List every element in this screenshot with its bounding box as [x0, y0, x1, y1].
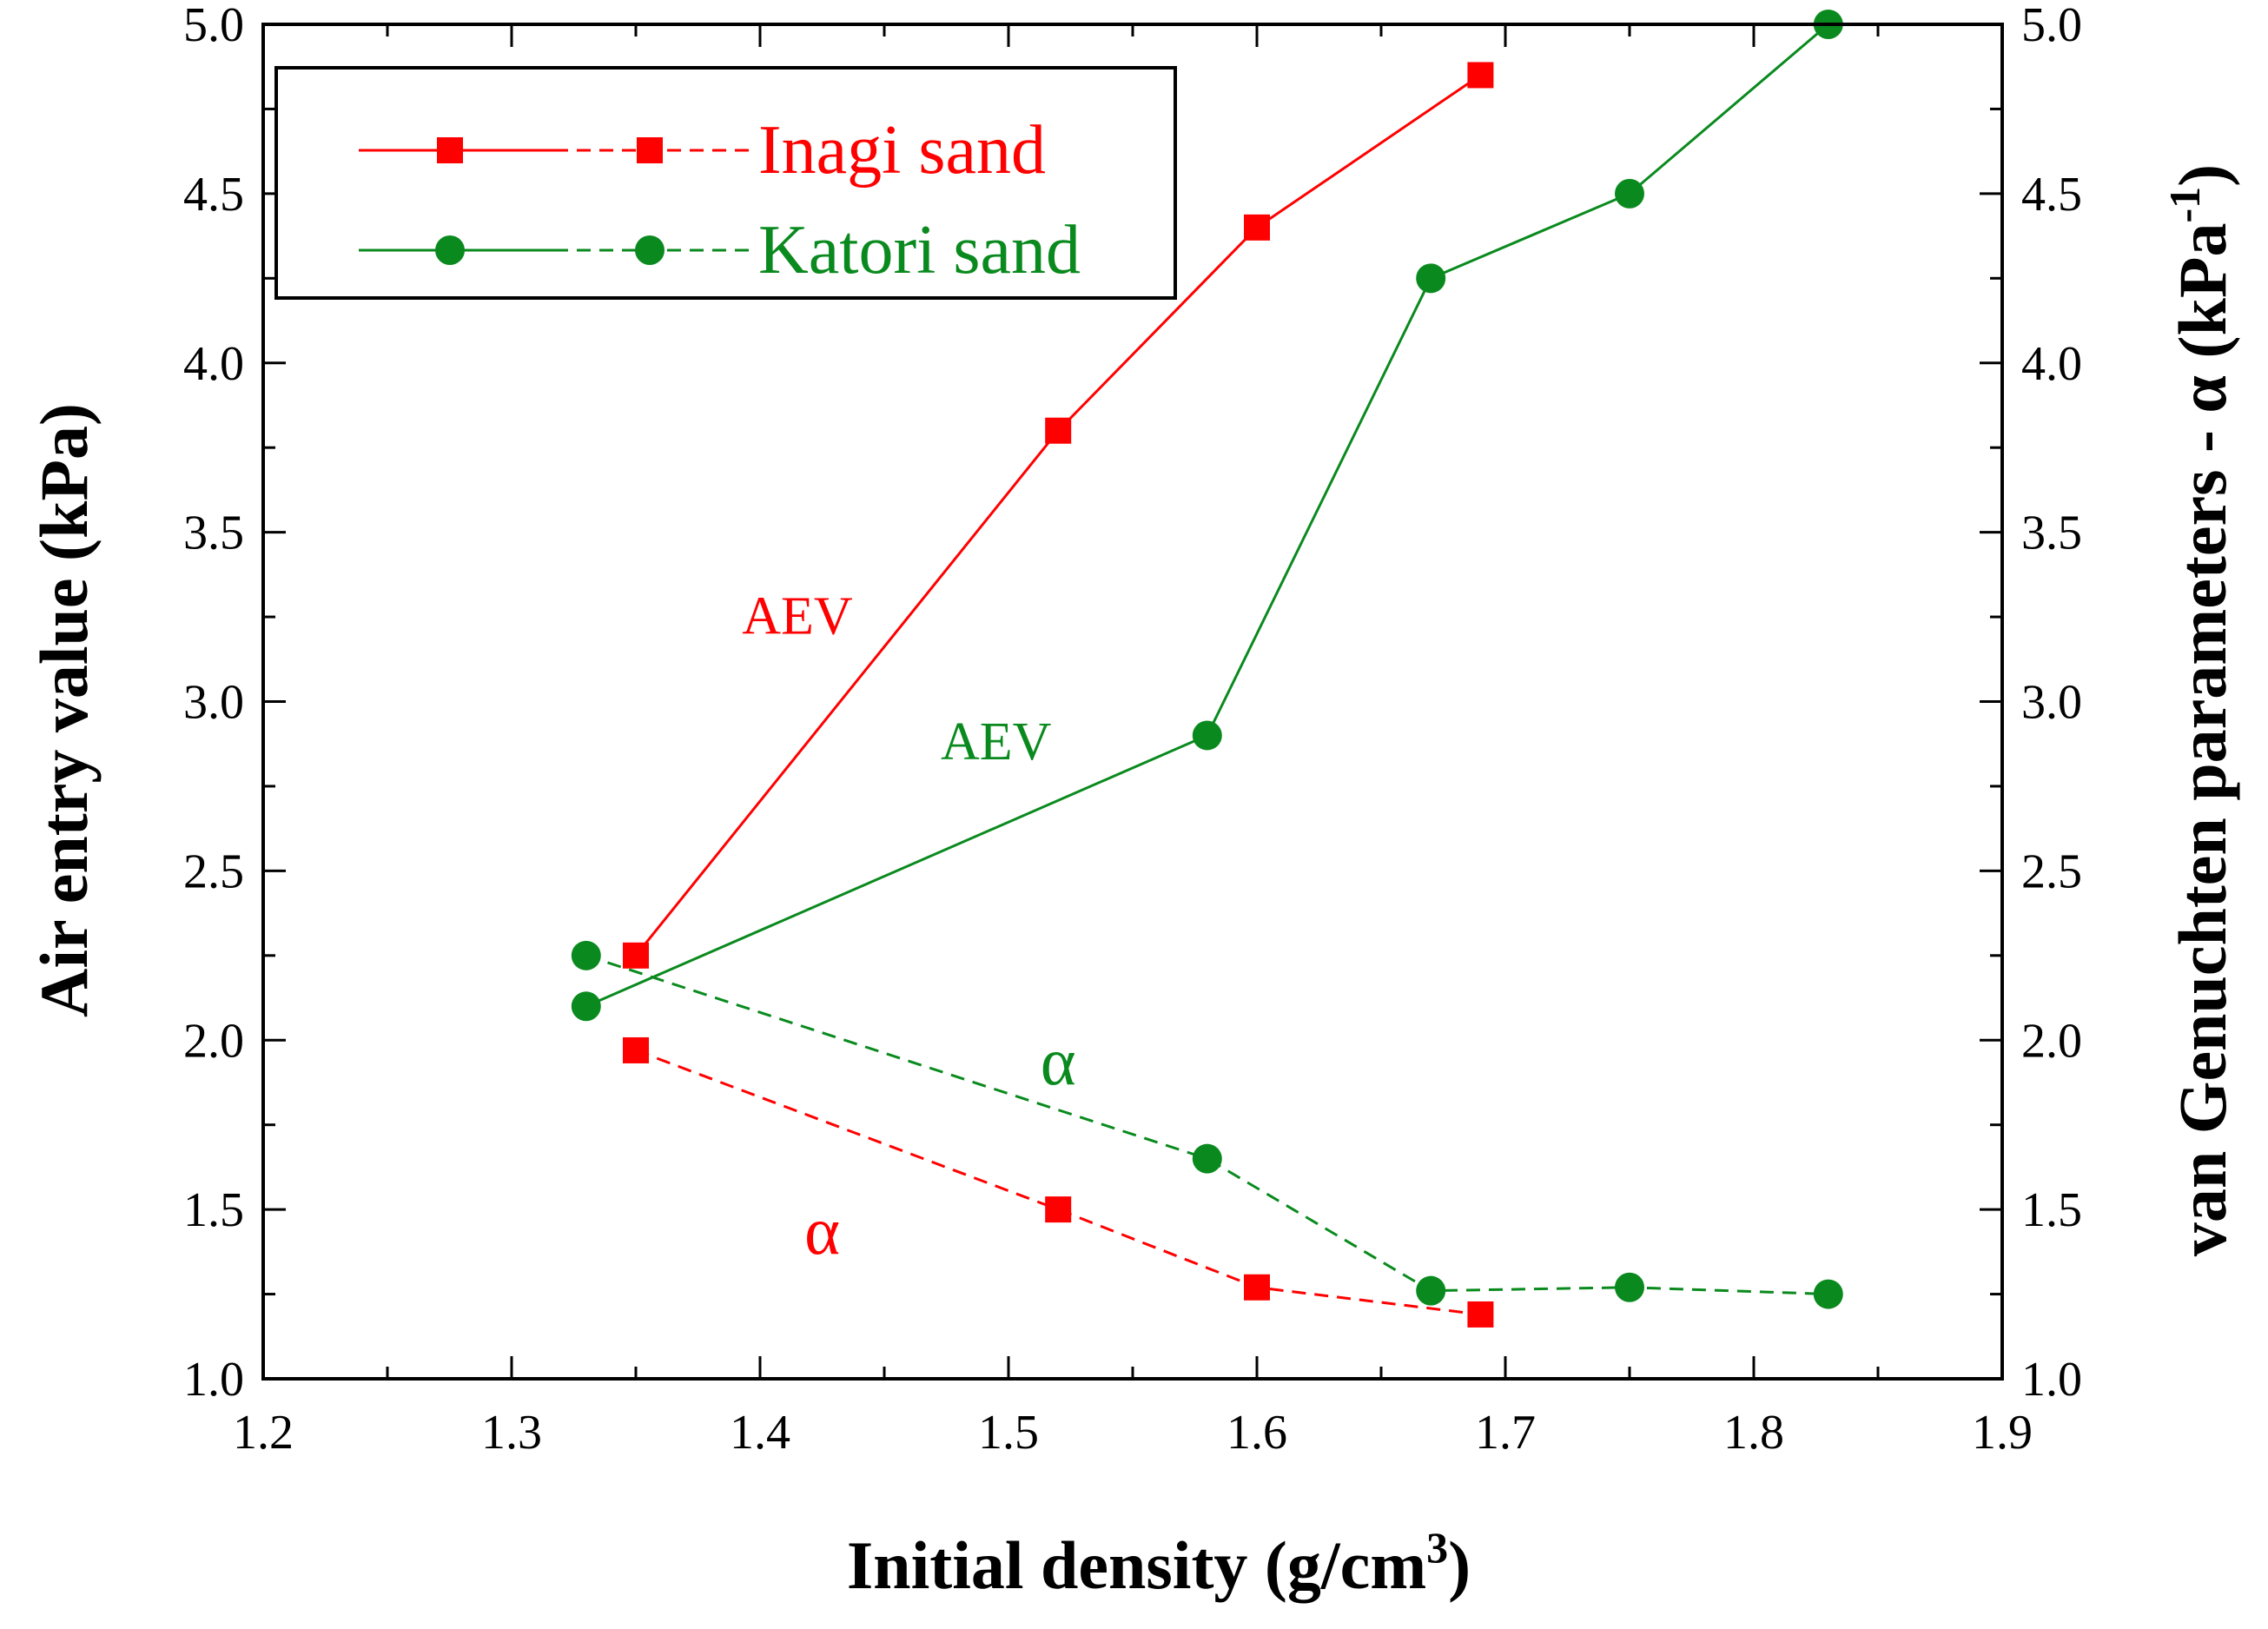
data-point — [623, 942, 649, 969]
y-right-tick-label: 1.5 — [2021, 1183, 2082, 1237]
x-tick-label: 1.5 — [978, 1406, 1039, 1460]
data-point — [1615, 178, 1644, 209]
legend-item-inagi-sand: Inagi sand — [359, 112, 1046, 189]
data-point — [1416, 1275, 1446, 1306]
y-left-tick-label: 2.5 — [183, 844, 244, 898]
data-point — [1244, 214, 1270, 241]
annotation-aev: AEV — [742, 587, 853, 646]
y-left-tick-label: 4.0 — [183, 337, 244, 391]
y-right-tick-label: 2.5 — [2021, 844, 2082, 898]
y-right-tick-label: 3.5 — [2021, 507, 2082, 560]
data-point — [571, 991, 601, 1022]
x-tick-label: 1.4 — [730, 1406, 790, 1460]
data-point — [1045, 417, 1072, 444]
y-left-tick-label: 2.0 — [183, 1014, 244, 1068]
y-right-tick-label: 2.0 — [2021, 1014, 2082, 1068]
x-tick-label: 1.6 — [1227, 1406, 1287, 1460]
series-katori-sand-alpha — [571, 940, 1843, 1309]
legend-marker — [437, 137, 463, 163]
legend-marker — [637, 137, 663, 163]
data-point — [623, 1036, 649, 1063]
x-axis-title-superscript: 3 — [1426, 1523, 1448, 1572]
y-axis-right-title-superscript: -1 — [2160, 187, 2209, 223]
axis-ticks — [261, 23, 2004, 1381]
data-point — [1045, 1196, 1072, 1223]
annotation-alpha: α — [804, 1193, 840, 1268]
data-point — [1192, 1143, 1222, 1174]
legend-box — [274, 66, 1177, 300]
legend-label: Inagi sand — [758, 112, 1046, 189]
data-point — [1244, 1274, 1270, 1301]
y-right-tick-label: 5.0 — [2021, 0, 2082, 52]
x-tick-label: 1.8 — [1723, 1406, 1784, 1460]
x-axis-title: Initial density (g/cm3) — [847, 1523, 1471, 1603]
y-axis-right-title-close: ) — [2165, 164, 2240, 187]
legend-marker — [635, 235, 665, 265]
data-point — [1192, 720, 1222, 751]
data-point — [1416, 263, 1446, 294]
data-point — [1615, 1272, 1644, 1302]
data-point — [571, 940, 601, 970]
series-katori-sand-aev — [571, 10, 1843, 1022]
annotation-alpha: α — [1041, 1023, 1076, 1099]
y-right-tick-label: 3.0 — [2021, 676, 2082, 730]
legend-label: Katori sand — [758, 212, 1081, 288]
tick-labels: 1.2 1.3 1.4 1.5 1.6 1.7 1.8 1.91.0 1.01.5 1.52.0 2… — [183, 0, 2082, 1460]
legend-marker — [435, 235, 465, 265]
y-left-tick-label: 1.0 — [183, 1353, 244, 1407]
y-left-tick-label: 3.5 — [183, 507, 244, 560]
y-axis-right-title-main: van Genuchten parameters - α (kPa — [2165, 223, 2240, 1257]
annotations: AEV AEV α α — [742, 587, 1075, 1268]
x-axis-title-main: Initial density (g/cm — [847, 1527, 1426, 1603]
series-line — [634, 74, 1482, 957]
legend: Inagi sand Katori sand — [274, 66, 1177, 300]
plot-frame — [261, 23, 2004, 1381]
x-tick-label: 1.3 — [481, 1406, 542, 1460]
data-point — [1467, 1301, 1494, 1328]
y-right-tick-label: 1.0 — [2021, 1353, 2082, 1407]
y-axis-right-title: van Genuchten parameters - α (kPa-1) — [2160, 164, 2240, 1256]
series-line — [635, 1049, 1481, 1316]
y-left-tick-label: 3.0 — [183, 676, 244, 730]
data-point — [1813, 1279, 1843, 1309]
series-inagi-sand-aev — [623, 62, 1494, 969]
y-right-tick-label: 4.5 — [2021, 168, 2082, 222]
y-axis-left-title: Air entry value (kPa) — [26, 403, 102, 1017]
data-point — [1467, 62, 1494, 89]
y-left-tick-label: 5.0 — [183, 0, 244, 52]
x-tick-label: 1.9 — [1972, 1406, 2033, 1460]
legend-item-katori-sand: Katori sand — [359, 212, 1081, 288]
y-left-tick-label: 1.5 — [183, 1183, 244, 1237]
annotation-aev: AEV — [941, 712, 1052, 771]
series-layer — [571, 10, 1843, 1328]
y-left-tick-label: 4.5 — [183, 168, 244, 222]
series-inagi-sand-alpha — [623, 1036, 1494, 1328]
x-tick-label: 1.2 — [233, 1406, 294, 1460]
y-right-tick-label: 4.0 — [2021, 337, 2082, 391]
x-axis-title-close: ) — [1448, 1527, 1471, 1603]
x-tick-label: 1.7 — [1475, 1406, 1536, 1460]
